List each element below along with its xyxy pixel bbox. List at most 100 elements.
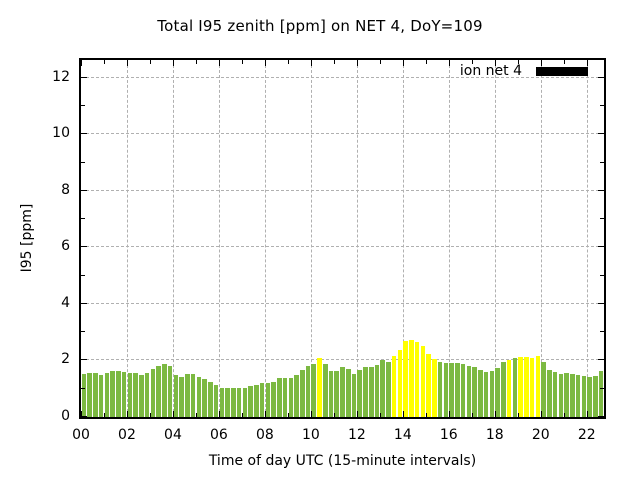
bar-09:30: [299, 369, 305, 417]
x-major-tick: [586, 411, 588, 417]
bar-18:00: [495, 368, 500, 417]
y-major-tick: [81, 416, 87, 417]
y-major-tick: [81, 76, 87, 78]
bar-22:00: [587, 376, 592, 417]
y-minor-tick: [600, 331, 604, 333]
bar-07:30: [254, 384, 259, 417]
grid-line-x-10: [310, 60, 312, 417]
y-tick-label-2: 2: [61, 351, 70, 368]
x-major-tick: [218, 411, 220, 417]
bar-21:30: [575, 374, 581, 417]
bar-14:30: [414, 341, 420, 417]
x-minor-tick: [379, 413, 381, 417]
x-minor-tick: [425, 413, 427, 417]
y-major-tick: [598, 189, 604, 191]
grid-line-x-12: [356, 60, 358, 417]
x-minor-tick: [287, 413, 289, 417]
y-tick-label-12: 12: [52, 68, 70, 85]
x-major-tick: [81, 411, 82, 417]
y-minor-tick: [600, 105, 604, 107]
x-minor-tick: [471, 60, 473, 64]
x-tick-label-04: 04: [164, 427, 182, 443]
x-tick-label-02: 02: [118, 427, 136, 443]
bar-05:00: [196, 376, 202, 417]
x-major-tick: [264, 60, 266, 66]
bar-15:15: [432, 359, 437, 417]
bar-16:45: [466, 366, 472, 417]
bar-11:45: [351, 374, 357, 417]
bar-13:30: [391, 355, 397, 417]
bar-10:30: [322, 363, 328, 417]
x-minor-tick: [333, 413, 335, 417]
bar-09:15: [294, 375, 299, 417]
bar-08:45: [282, 378, 288, 417]
bar-00:15: [87, 372, 92, 417]
y-major-tick: [598, 76, 604, 78]
grid-line-y-12: [81, 76, 604, 78]
x-minor-tick: [563, 413, 565, 417]
bar-03:00: [150, 369, 156, 417]
x-minor-tick: [287, 60, 289, 64]
bar-16:15: [455, 363, 460, 417]
x-major-tick: [540, 411, 542, 417]
x-minor-tick: [379, 60, 381, 64]
y-minor-tick: [81, 105, 85, 107]
bar-16:30: [460, 363, 466, 417]
x-minor-tick: [471, 413, 473, 417]
x-tick-label-18: 18: [485, 427, 504, 443]
y-minor-tick: [600, 161, 604, 163]
y-major-tick: [598, 133, 604, 135]
bar-19:00: [518, 357, 523, 417]
grid-line-x-8: [264, 60, 266, 417]
bar-05:30: [208, 381, 213, 417]
bar-21:15: [570, 373, 575, 417]
bar-20:15: [547, 369, 552, 417]
bar-03:45: [167, 365, 173, 417]
bar-02:00: [127, 373, 133, 417]
bar-07:15: [248, 385, 253, 417]
bar-13:45: [397, 350, 403, 417]
bar-11:30: [345, 369, 351, 417]
bar-04:15: [179, 377, 184, 417]
x-tick-label-06: 06: [210, 427, 228, 443]
bar-12:45: [374, 365, 380, 417]
chart-title: Total I95 zenith [ppm] on NET 4, DoY=109: [157, 17, 483, 35]
x-major-tick: [126, 60, 128, 66]
x-minor-tick: [425, 60, 427, 64]
x-tick-label-10: 10: [301, 427, 320, 443]
y-minor-tick: [81, 331, 85, 333]
grid-line-x-6: [218, 60, 220, 417]
bar-08:00: [265, 383, 271, 417]
grid-line-x-20: [540, 60, 542, 417]
bar-10:00: [311, 363, 317, 417]
y-tick-label-6: 6: [61, 238, 70, 255]
grid-line-x-16: [448, 60, 450, 417]
y-minor-tick: [600, 274, 604, 276]
x-major-tick: [218, 60, 220, 66]
x-major-tick: [310, 60, 312, 66]
bar-19:30: [529, 357, 535, 417]
bar-21:45: [581, 376, 587, 417]
bar-08:15: [271, 381, 276, 417]
y-major-tick: [81, 302, 87, 304]
y-major-tick: [598, 246, 604, 248]
x-minor-tick: [195, 60, 197, 64]
bar-06:15: [225, 388, 230, 417]
bar-01:15: [110, 371, 115, 417]
bar-17:15: [478, 370, 483, 417]
y-minor-tick: [81, 161, 85, 163]
grid-line-x-4: [172, 60, 174, 417]
x-major-tick: [126, 411, 128, 417]
bar-19:45: [535, 356, 541, 417]
y-minor-tick: [81, 387, 85, 389]
bar-12:30: [368, 366, 374, 417]
bar-04:45: [190, 374, 196, 417]
x-minor-tick: [149, 413, 151, 417]
bar-09:00: [288, 377, 294, 417]
bar-03:15: [156, 366, 161, 417]
bar-08:30: [277, 378, 282, 417]
bar-02:45: [144, 372, 150, 417]
x-major-tick: [402, 411, 404, 417]
grid-line-x-18: [494, 60, 496, 417]
